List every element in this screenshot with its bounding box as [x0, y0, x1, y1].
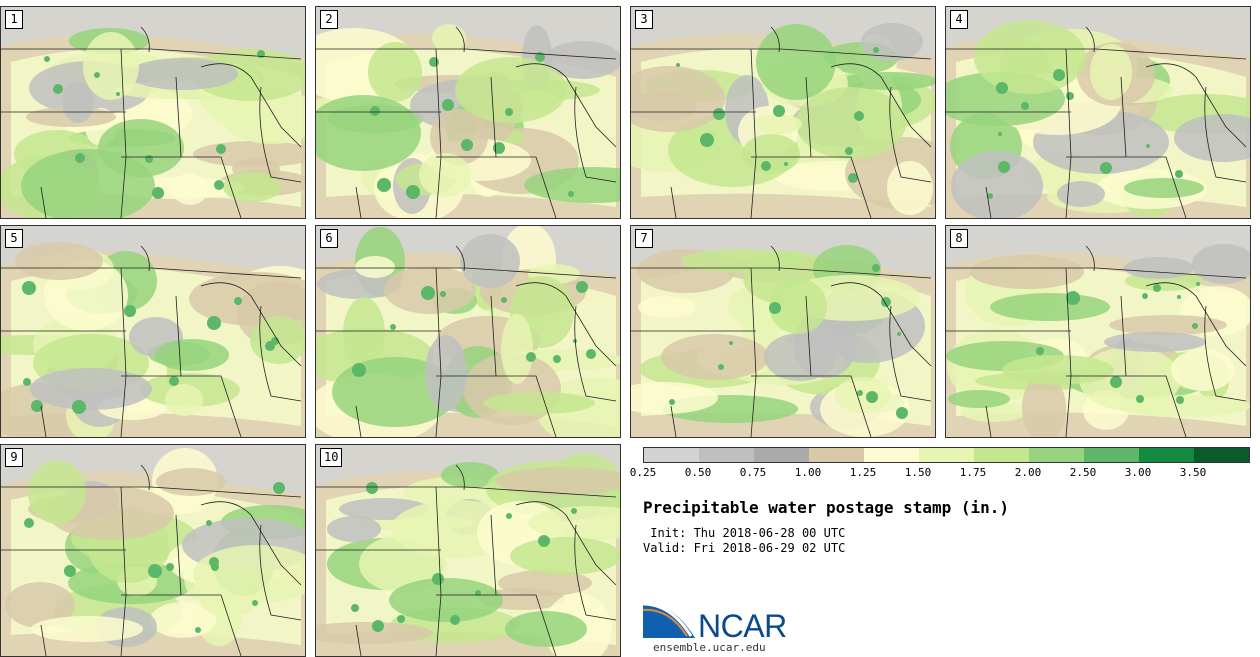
colorbar-segment — [1139, 448, 1194, 462]
member-number: 1 — [5, 10, 23, 29]
member-number: 6 — [320, 229, 338, 248]
colorbar-segment — [864, 448, 919, 462]
colorbar-segment — [1084, 448, 1139, 462]
colorbar-segment — [644, 448, 699, 462]
map-panel: 3 — [630, 6, 936, 219]
member-number: 2 — [320, 10, 338, 29]
valid-time: Valid: Fri 2018-06-29 02 UTC — [643, 541, 846, 555]
map-panel: 10 — [315, 444, 621, 657]
member-number: 8 — [950, 229, 968, 248]
colorbar-tick-label: 0.75 — [739, 466, 767, 479]
member-number: 3 — [635, 10, 653, 29]
site-url: ensemble.ucar.edu — [653, 641, 766, 654]
chart-title: Precipitable water postage stamp (in.) — [643, 498, 1010, 517]
member-number: 9 — [5, 448, 23, 467]
colorbar-segment — [1029, 448, 1084, 462]
colorbar-segment — [919, 448, 974, 462]
colorbar-tick-label: 2.00 — [1014, 466, 1042, 479]
member-number: 10 — [320, 448, 343, 467]
colorbar-tick-label: 1.25 — [849, 466, 877, 479]
map-panel: 1 — [0, 6, 306, 219]
colorbar — [643, 447, 1250, 463]
map-panel: 7 — [630, 225, 936, 438]
colorbar-segment — [1194, 448, 1249, 462]
colorbar-segment — [974, 448, 1029, 462]
member-number: 4 — [950, 10, 968, 29]
colorbar-tick-label: 0.50 — [684, 466, 712, 479]
member-number: 7 — [635, 229, 653, 248]
map-panel: 4 — [945, 6, 1251, 219]
map-panel: 6 — [315, 225, 621, 438]
colorbar-segment — [699, 448, 754, 462]
logo-text: NCAR — [698, 608, 787, 644]
colorbar-tick-label: 3.50 — [1179, 466, 1207, 479]
colorbar-segment — [754, 448, 809, 462]
colorbar-ticks: 0.25 0.50 0.75 1.00 1.25 1.50 1.75 2.00 2.50 3.00… — [630, 466, 1260, 480]
colorbar-tick-label: 1.00 — [794, 466, 822, 479]
member-number: 5 — [5, 229, 23, 248]
map-panel: 9 — [0, 444, 306, 657]
colorbar-tick-label: 3.00 — [1124, 466, 1152, 479]
map-panel: 8 — [945, 225, 1251, 438]
colorbar-tick-label: 2.50 — [1069, 466, 1097, 479]
map-panel: 5 — [0, 225, 306, 438]
init-time: Init: Thu 2018-06-28 00 UTC — [643, 526, 846, 540]
colorbar-tick-label: 0.25 — [629, 466, 657, 479]
colorbar-tick-label: 1.50 — [904, 466, 932, 479]
map-panel: 2 — [315, 6, 621, 219]
colorbar-tick-label: 1.75 — [959, 466, 987, 479]
colorbar-segment — [809, 448, 864, 462]
ncar-logo-icon — [643, 602, 695, 638]
